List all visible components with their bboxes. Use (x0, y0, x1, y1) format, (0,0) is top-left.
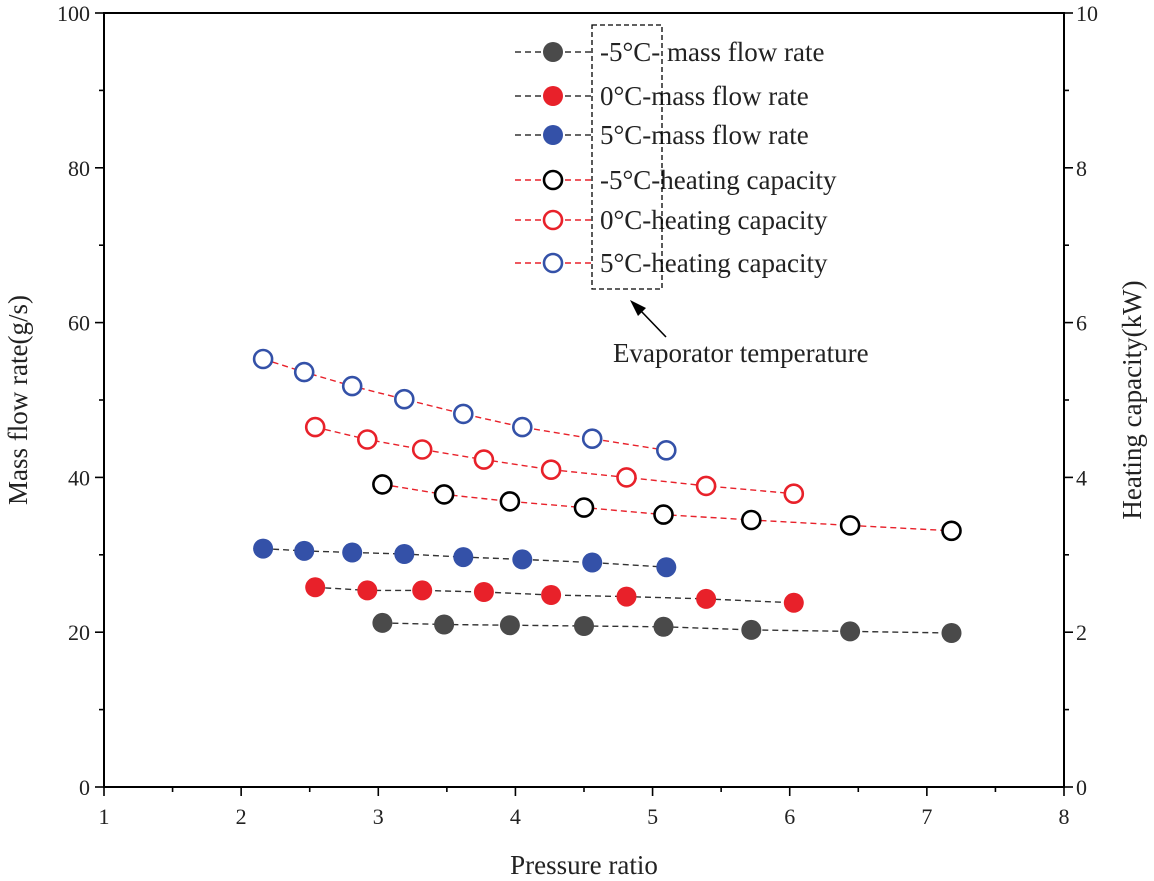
x-tick-label: 2 (236, 804, 247, 829)
data-point (253, 538, 274, 559)
series-line-0 (382, 622, 952, 634)
y-right-tick-label: 6 (1076, 311, 1087, 336)
data-point (655, 439, 677, 461)
annotation-arrow-head (630, 300, 646, 316)
y-right-tick-label: 8 (1076, 156, 1087, 181)
data-point (573, 497, 595, 518)
data-point (412, 580, 433, 601)
legend-layer: -5°C- mass flow rate 0°C-mass flow rate 5°… (515, 24, 837, 338)
data-point (616, 467, 637, 488)
data-point (695, 475, 717, 497)
data-point (840, 621, 861, 642)
data-point (941, 520, 962, 542)
y-right-tick-label: 10 (1076, 1, 1098, 26)
annotation-arrow-line (640, 310, 667, 338)
data-point (740, 509, 762, 531)
data-point (941, 623, 962, 643)
x-tick-label: 5 (647, 804, 658, 829)
plot-frame (103, 12, 1065, 788)
legend-marker-3 (542, 169, 564, 191)
data-point (499, 491, 521, 512)
y-left-tick-label: 0 (79, 775, 90, 800)
data-point (653, 504, 674, 525)
y-left-tick-label: 20 (68, 620, 90, 645)
data-point (581, 428, 603, 450)
data-point (616, 586, 637, 607)
data-point (305, 577, 326, 598)
x-tick-label: 8 (1059, 804, 1070, 829)
data-point (372, 612, 393, 633)
legend-marker-0 (543, 42, 563, 62)
data-point (372, 474, 393, 495)
data-point (342, 542, 363, 563)
data-point (653, 616, 674, 637)
data-point (452, 403, 474, 425)
data-point (540, 459, 562, 481)
legend-label-2: 5°C-mass flow rate (600, 120, 809, 150)
data-point (393, 388, 415, 410)
data-point (252, 348, 274, 370)
x-axis-title: Pressure ratio (510, 850, 658, 880)
legend-marker-5 (542, 252, 564, 274)
data-point (783, 483, 805, 505)
data-point (293, 361, 315, 383)
data-point (394, 544, 415, 564)
x-tick-label: 4 (510, 804, 521, 829)
y-axis-right-title: Heating capacity(kW) (1117, 280, 1147, 519)
data-point (499, 615, 520, 636)
series-layer (252, 348, 962, 643)
data-point (341, 375, 363, 397)
data-point (574, 616, 594, 636)
data-point (304, 416, 326, 438)
data-point (473, 449, 495, 470)
data-point (294, 540, 315, 561)
data-point (356, 429, 378, 450)
x-tick-label: 3 (373, 804, 384, 829)
series-line-2 (263, 547, 667, 568)
legend-marker-1 (543, 86, 563, 106)
data-point (433, 484, 455, 505)
series-line-3 (382, 483, 952, 532)
legend-marker-2 (543, 125, 563, 145)
data-point (453, 547, 474, 568)
data-point (656, 557, 677, 578)
legend-label-0: -5°C- mass flow rate (600, 37, 825, 67)
legend-label-4: 0°C-heating capacity (600, 205, 828, 235)
data-point (541, 585, 562, 605)
data-point (839, 515, 861, 536)
y-left-tick-label: 100 (57, 1, 90, 26)
annotation-evaporator-temperature: Evaporator temperature (613, 338, 869, 368)
evaporator-temperature-box (591, 24, 663, 290)
data-point (741, 619, 762, 640)
y-left-tick-label: 60 (68, 311, 90, 336)
legend-label-1: 0°C-mass flow rate (600, 81, 809, 111)
x-tick-label: 6 (784, 804, 795, 829)
y-right-tick-label: 4 (1076, 465, 1087, 490)
y-right-tick-label: 2 (1076, 620, 1087, 645)
data-point (511, 416, 533, 438)
data-point (783, 592, 804, 613)
data-point (434, 614, 455, 635)
data-point (411, 439, 433, 460)
y-left-tick-label: 40 (68, 465, 90, 490)
legend-label-3: -5°C-heating capacity (600, 165, 837, 195)
data-point (582, 552, 603, 573)
data-point (357, 580, 378, 601)
data-point (473, 582, 494, 602)
legend-label-5: 5°C-heating capacity (600, 248, 828, 278)
y-left-tick-label: 80 (68, 156, 90, 181)
data-point (512, 549, 533, 570)
y-right-tick-label: 0 (1076, 775, 1087, 800)
y-axis-left-title: Mass flow rate(g/s) (3, 295, 33, 505)
x-tick-label: 1 (99, 804, 110, 829)
legend-marker-4 (542, 209, 564, 231)
data-point (696, 588, 717, 609)
x-tick-label: 7 (921, 804, 932, 829)
